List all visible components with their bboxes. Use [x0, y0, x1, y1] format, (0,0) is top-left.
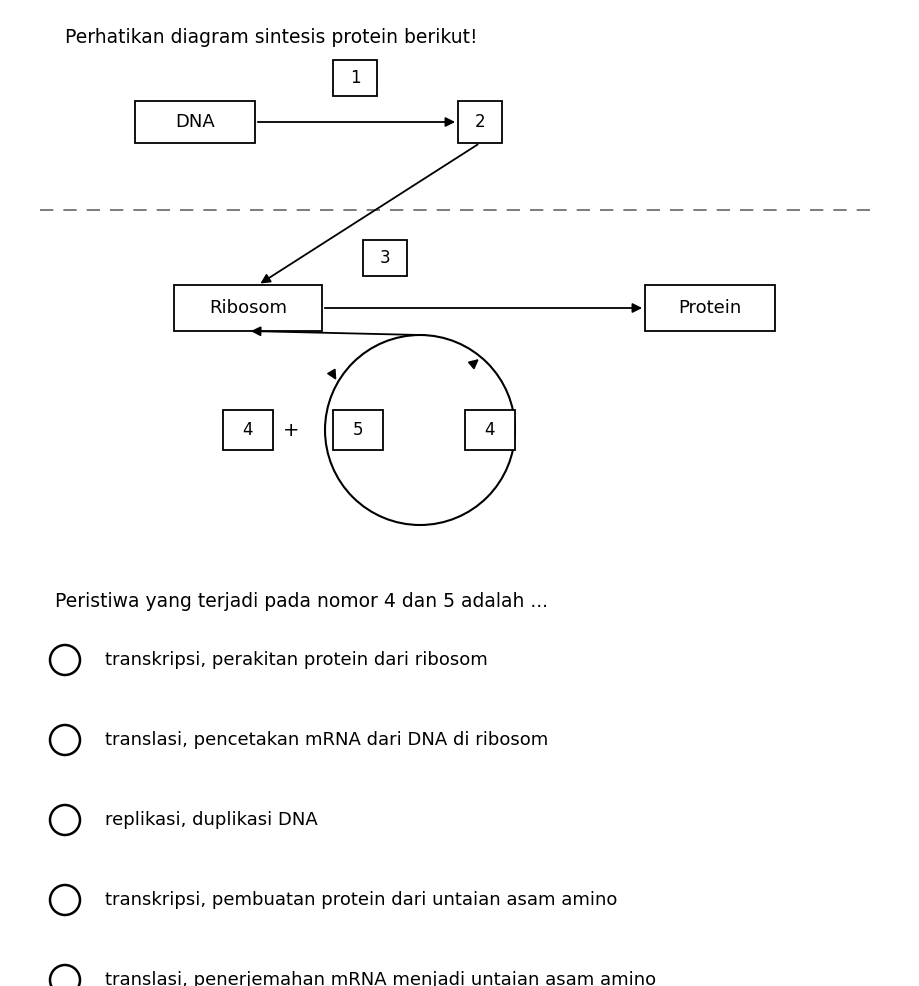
Text: translasi, penerjemahan mRNA menjadi untaian asam amino: translasi, penerjemahan mRNA menjadi unt…	[105, 971, 655, 986]
FancyBboxPatch shape	[464, 410, 515, 450]
Text: replikasi, duplikasi DNA: replikasi, duplikasi DNA	[105, 811, 317, 829]
FancyBboxPatch shape	[363, 240, 406, 276]
Text: Ribosom: Ribosom	[209, 299, 287, 317]
Text: 5: 5	[352, 421, 363, 439]
Text: Peristiwa yang terjadi pada nomor 4 dan 5 adalah ...: Peristiwa yang terjadi pada nomor 4 dan …	[55, 592, 548, 611]
Text: 4: 4	[243, 421, 253, 439]
Text: transkripsi, perakitan protein dari ribosom: transkripsi, perakitan protein dari ribo…	[105, 651, 487, 669]
FancyBboxPatch shape	[333, 60, 377, 96]
FancyBboxPatch shape	[333, 410, 382, 450]
FancyBboxPatch shape	[135, 101, 255, 143]
Text: +: +	[282, 420, 299, 440]
Text: Perhatikan diagram sintesis protein berikut!: Perhatikan diagram sintesis protein beri…	[65, 28, 477, 47]
Text: 4: 4	[484, 421, 494, 439]
Text: DNA: DNA	[175, 113, 215, 131]
FancyBboxPatch shape	[174, 285, 322, 331]
Text: 3: 3	[380, 249, 390, 267]
Text: 2: 2	[474, 113, 485, 131]
Text: Protein: Protein	[677, 299, 741, 317]
Text: transkripsi, pembuatan protein dari untaian asam amino: transkripsi, pembuatan protein dari unta…	[105, 891, 617, 909]
Text: translasi, pencetakan mRNA dari DNA di ribosom: translasi, pencetakan mRNA dari DNA di r…	[105, 731, 548, 749]
FancyBboxPatch shape	[458, 101, 502, 143]
Text: 1: 1	[349, 69, 360, 87]
FancyBboxPatch shape	[222, 410, 273, 450]
FancyBboxPatch shape	[644, 285, 774, 331]
